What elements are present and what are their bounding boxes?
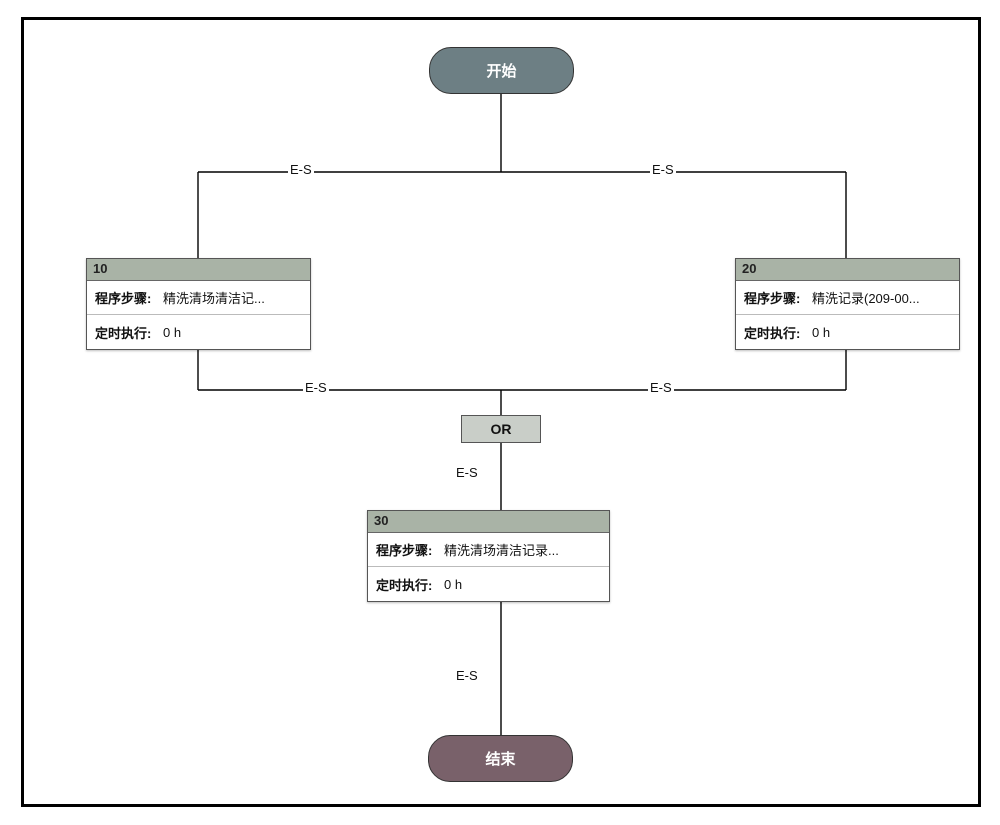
task-header: 10 <box>87 259 310 281</box>
row-label: 定时执行: <box>736 323 806 342</box>
diagram-canvas: 开始 结束 OR 10 程序步骤: 精洗清场清洁记... 定时执行: 0 h 2… <box>0 0 1000 825</box>
gate-or: OR <box>461 415 541 443</box>
row-label: 程序步骤: <box>87 288 157 307</box>
gate-or-label: OR <box>491 421 512 437</box>
row-value: 0 h <box>438 577 462 592</box>
task-node-10: 10 程序步骤: 精洗清场清洁记... 定时执行: 0 h <box>86 258 311 350</box>
row-value: 0 h <box>157 325 181 340</box>
task-row-step: 程序步骤: 精洗清场清洁记... <box>87 281 310 315</box>
edge-label: E-S <box>454 668 480 683</box>
task-row-timer: 定时执行: 0 h <box>368 567 609 601</box>
row-value: 精洗清场清洁记... <box>157 288 265 307</box>
task-row-step: 程序步骤: 精洗清场清洁记录... <box>368 533 609 567</box>
edge-label: E-S <box>648 380 674 395</box>
task-node-20: 20 程序步骤: 精洗记录(209-00... 定时执行: 0 h <box>735 258 960 350</box>
row-value: 0 h <box>806 325 830 340</box>
task-row-timer: 定时执行: 0 h <box>736 315 959 349</box>
row-value: 精洗记录(209-00... <box>806 288 920 307</box>
task-header: 20 <box>736 259 959 281</box>
diagram-frame <box>21 17 981 807</box>
edge-label: E-S <box>650 162 676 177</box>
terminal-start: 开始 <box>429 47 574 94</box>
row-value: 精洗清场清洁记录... <box>438 540 559 559</box>
task-row-timer: 定时执行: 0 h <box>87 315 310 349</box>
edge-label: E-S <box>288 162 314 177</box>
terminal-start-label: 开始 <box>486 60 516 81</box>
edge-label: E-S <box>454 465 480 480</box>
row-label: 程序步骤: <box>368 540 438 559</box>
terminal-end: 结束 <box>428 735 573 782</box>
row-label: 定时执行: <box>87 323 157 342</box>
terminal-end-label: 结束 <box>485 748 515 769</box>
task-header: 30 <box>368 511 609 533</box>
edge-label: E-S <box>303 380 329 395</box>
task-row-step: 程序步骤: 精洗记录(209-00... <box>736 281 959 315</box>
row-label: 定时执行: <box>368 575 438 594</box>
row-label: 程序步骤: <box>736 288 806 307</box>
task-node-30: 30 程序步骤: 精洗清场清洁记录... 定时执行: 0 h <box>367 510 610 602</box>
